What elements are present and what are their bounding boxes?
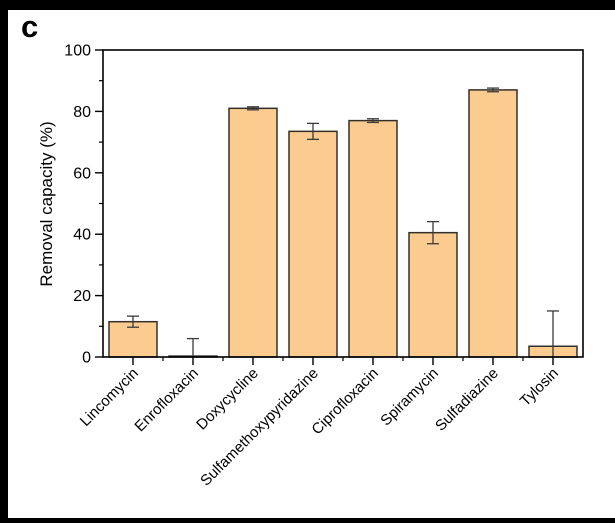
bar [288,130,338,358]
y-tick-label: 80 [73,104,91,121]
y-tick-label: 60 [73,165,91,182]
panel-label: c [21,9,39,44]
x-category-label: Spiramycin [377,365,441,429]
x-category-label: Enrofloxacin [131,365,201,435]
y-tick-label: 20 [73,288,91,305]
bar [408,231,458,358]
x-category-label: Sulfamethoxypyridazine [197,365,322,490]
y-tick-label: 100 [64,43,91,60]
bars-group [108,89,578,358]
image-border-top [0,0,615,10]
x-category-label: Tylosin [517,365,562,410]
image-border-bottom [0,518,615,523]
y-axis-title: Removal capacity (%) [37,121,56,286]
axes-group [95,49,584,365]
y-tick-label: 0 [82,350,91,367]
bar [348,119,398,358]
x-category-label: Lincomycin [77,365,142,430]
bar [468,89,518,358]
image-border-left [0,0,8,523]
bar [228,107,278,358]
x-category-label: Sulfadiazine [432,365,502,435]
y-tick-label: 40 [73,227,91,244]
error-bars-group [127,87,559,357]
